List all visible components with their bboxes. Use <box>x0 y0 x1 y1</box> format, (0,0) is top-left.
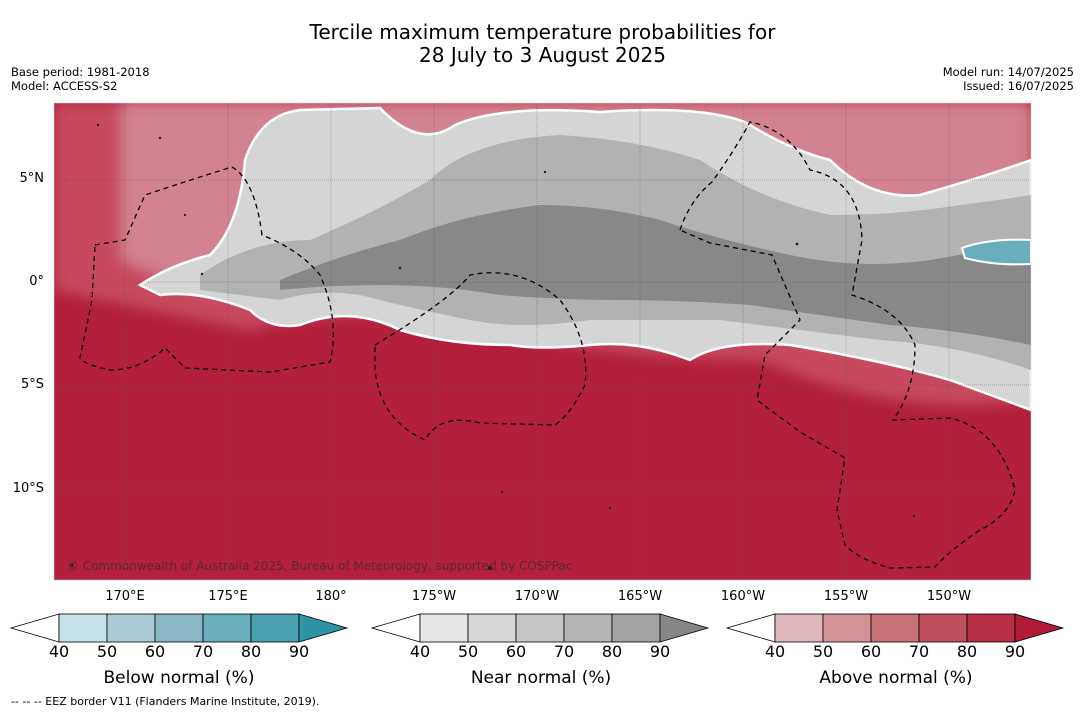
lon-label-165w: 165°W <box>617 589 663 604</box>
eez-footnote: -- -- -- EEZ border V11 (Flanders Marine… <box>11 695 320 708</box>
lon-label-160w: 160°W <box>720 589 766 604</box>
model-name: Model: ACCESS-S2 <box>11 79 118 93</box>
below-colorbar-segment <box>58 613 108 643</box>
map-frame <box>53 102 1032 581</box>
above-tick-40: 40 <box>764 642 786 661</box>
below-tick-40: 40 <box>48 642 70 661</box>
above-colorbar-segment <box>966 613 1016 643</box>
above-colorbar-over-arrow <box>1014 613 1065 643</box>
lon-label-170w: 170°W <box>514 589 560 604</box>
lon-label-155w: 155°W <box>823 589 869 604</box>
near-tick-50: 50 <box>457 642 479 661</box>
lon-label-170e: 170°E <box>105 589 145 604</box>
above-colorbar-segment <box>774 613 824 643</box>
above-colorbar-segment <box>822 613 872 643</box>
near-tick-80: 80 <box>601 642 623 661</box>
below-tick-50: 50 <box>96 642 118 661</box>
title-line-1: Tercile maximum temperature probabilitie… <box>309 20 776 44</box>
near-colorbar-segment <box>611 613 661 643</box>
title-line-2: 28 July to 3 August 2025 <box>419 43 666 67</box>
map-field <box>54 103 1031 580</box>
islands <box>70 123 916 570</box>
colorbars <box>9 613 1065 643</box>
above-colorbar-under-arrow <box>725 613 776 643</box>
copyright-text: © Commonwealth of Australia 2025, Bureau… <box>67 559 573 573</box>
below-colorbar-segment <box>202 613 252 643</box>
lon-label-175e: 175°E <box>208 589 248 604</box>
meta-right: Model run: 14/07/2025 Issued: 16/07/2025 <box>943 65 1074 93</box>
near-colorbar-segment <box>419 613 469 643</box>
near-colorbar-segment <box>515 613 565 643</box>
below-colorbar-under-arrow <box>9 613 60 643</box>
above-colorbar-segment <box>870 613 920 643</box>
above-tick-90: 90 <box>1004 642 1026 661</box>
below-tick-60: 60 <box>144 642 166 661</box>
graticule <box>54 103 1031 580</box>
below-tick-70: 70 <box>192 642 214 661</box>
near-normal-field-high <box>280 205 1031 345</box>
lon-label-150w: 150°W <box>926 589 972 604</box>
near-tick-70: 70 <box>553 642 575 661</box>
lat-label-0: 0° <box>29 274 44 289</box>
below-normal-patch <box>960 238 1031 266</box>
model-run: Model run: 14/07/2025 <box>942 65 1074 79</box>
above-tick-80: 80 <box>956 642 978 661</box>
near-tick-60: 60 <box>505 642 527 661</box>
eez-borders <box>79 121 1016 569</box>
below-colorbar-segment <box>154 613 204 643</box>
base-period: Base period: 1981-2018 <box>11 65 150 79</box>
above-tick-70: 70 <box>908 642 930 661</box>
near-colorbar-over-arrow <box>659 613 710 643</box>
lat-label-10s: 10°S <box>12 481 44 496</box>
near-normal-title: Near normal (%) <box>470 668 612 688</box>
below-normal-title: Below normal (%) <box>103 668 255 688</box>
below-colorbar-segment <box>106 613 156 643</box>
below-colorbar-segment <box>250 613 300 643</box>
near-colorbar-segment <box>467 613 517 643</box>
chart-title: Tercile maximum temperature probabilitie… <box>0 21 1085 67</box>
near-colorbar-under-arrow <box>370 613 421 643</box>
near-tick-90: 90 <box>649 642 671 661</box>
lon-label-180: 180° <box>315 589 347 604</box>
issued-date: Issued: 16/07/2025 <box>963 79 1074 93</box>
below-colorbar-over-arrow <box>298 613 349 643</box>
above-normal-title: Above normal (%) <box>819 668 973 688</box>
lat-label-5s: 5°S <box>20 377 44 392</box>
above-tick-60: 60 <box>860 642 882 661</box>
near-tick-40: 40 <box>409 642 431 661</box>
above-tick-50: 50 <box>812 642 834 661</box>
near-colorbar-segment <box>563 613 613 643</box>
above-colorbar-segment <box>918 613 968 643</box>
lat-label-5n: 5°N <box>19 171 45 186</box>
lon-label-175w: 175°W <box>411 589 457 604</box>
below-tick-80: 80 <box>240 642 262 661</box>
below-tick-90: 90 <box>288 642 310 661</box>
meta-left: Base period: 1981-2018 Model: ACCESS-S2 <box>11 65 150 93</box>
